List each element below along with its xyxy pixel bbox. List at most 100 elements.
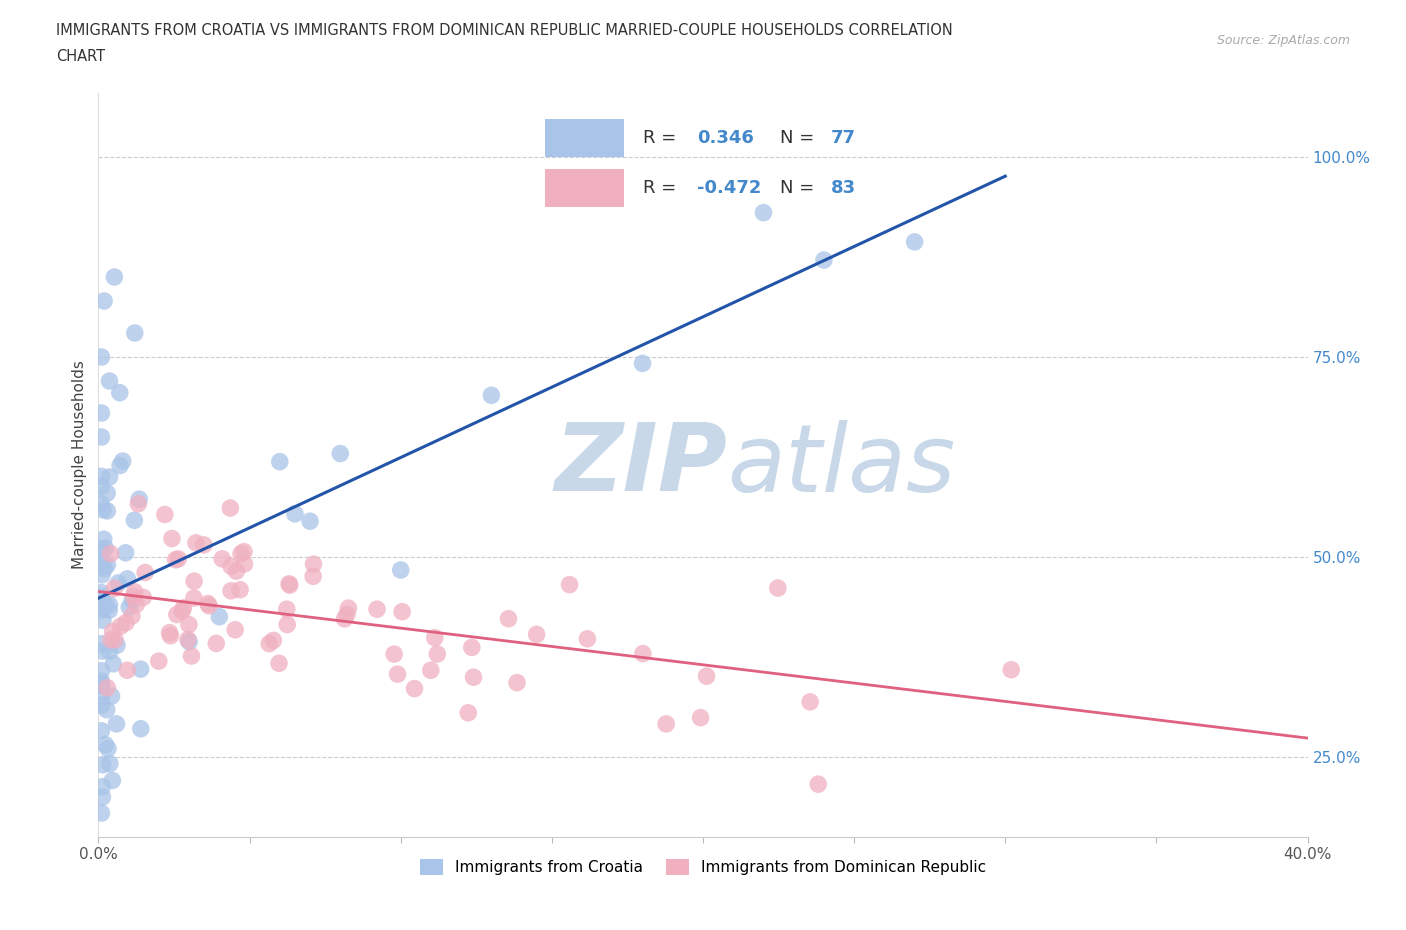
Point [229, 582, 252, 597]
Text: Source: ZipAtlas.com: Source: ZipAtlas.com [1216, 34, 1350, 47]
Point [91, 502, 114, 517]
Legend: Immigrants from Croatia, Immigrants from Dominican Republic: Immigrants from Croatia, Immigrants from… [413, 853, 993, 882]
Point [96, 681, 118, 696]
Point [219, 559, 242, 574]
Point [457, 705, 479, 720]
Point [526, 627, 548, 642]
Point [115, 663, 138, 678]
Point [302, 557, 325, 572]
Text: CHART: CHART [56, 49, 105, 64]
Point [267, 656, 290, 671]
Point [90, 497, 112, 512]
Point [302, 569, 325, 584]
Point [219, 583, 242, 598]
Point [233, 556, 256, 571]
Point [631, 646, 654, 661]
Point [366, 602, 388, 617]
Point [90, 585, 112, 600]
Text: atlas: atlas [727, 419, 956, 511]
Point [179, 634, 201, 649]
Point [91, 779, 114, 794]
Point [114, 545, 136, 560]
Point [463, 670, 485, 684]
Point [96, 702, 118, 717]
Point [225, 564, 247, 578]
Point [257, 636, 280, 651]
Y-axis label: Married-couple Households: Married-couple Households [72, 361, 87, 569]
Point [180, 648, 202, 663]
Point [391, 604, 413, 619]
Point [103, 657, 125, 671]
Point [101, 624, 124, 639]
Point [100, 632, 122, 647]
Point [93, 562, 115, 577]
Point [90, 469, 112, 484]
Point [333, 611, 356, 626]
Point [105, 716, 128, 731]
Point [90, 805, 112, 820]
Point [125, 597, 148, 612]
Point [132, 590, 155, 604]
Point [90, 590, 112, 604]
Point [159, 625, 181, 640]
Point [90, 690, 112, 705]
Point [108, 385, 131, 400]
Point [93, 532, 115, 547]
Point [90, 551, 112, 566]
Point [91, 644, 114, 658]
Point [506, 675, 529, 690]
Point [98, 603, 121, 618]
Point [96, 485, 118, 500]
Point [426, 646, 449, 661]
Point [167, 551, 190, 566]
Point [98, 644, 121, 658]
Point [689, 711, 711, 725]
Point [193, 538, 215, 552]
Point [183, 591, 205, 605]
Point [129, 661, 152, 676]
Point [576, 631, 599, 646]
Point [90, 698, 112, 712]
Point [166, 607, 188, 622]
Point [103, 270, 125, 285]
Point [160, 531, 183, 546]
Point [115, 616, 138, 631]
Point [423, 631, 446, 645]
Point [205, 636, 228, 651]
Point [631, 356, 654, 371]
Point [97, 741, 120, 756]
Point [108, 458, 131, 473]
Point [219, 500, 242, 515]
Point [224, 622, 246, 637]
Point [558, 578, 581, 592]
Point [159, 629, 181, 644]
Point [198, 598, 221, 613]
Point [389, 563, 412, 578]
Point [124, 584, 146, 599]
Point [153, 507, 176, 522]
Point [766, 580, 789, 595]
Point [165, 552, 187, 567]
Point [177, 632, 200, 647]
Point [329, 446, 352, 461]
Point [118, 600, 141, 615]
Point [1000, 662, 1022, 677]
Point [94, 540, 117, 555]
Point [1327, 679, 1350, 694]
Point [197, 596, 219, 611]
Point [183, 574, 205, 589]
Point [90, 636, 112, 651]
Point [91, 757, 114, 772]
Point [91, 558, 114, 573]
Point [91, 790, 114, 804]
Point [752, 206, 775, 220]
Point [124, 512, 146, 527]
Point [229, 546, 252, 561]
Point [110, 618, 132, 633]
Point [93, 599, 115, 614]
Point [122, 589, 145, 604]
Text: IMMIGRANTS FROM CROATIA VS IMMIGRANTS FROM DOMINICAN REPUBLIC MARRIED-COUPLE HOU: IMMIGRANTS FROM CROATIA VS IMMIGRANTS FR… [56, 23, 953, 38]
Point [387, 667, 409, 682]
Point [276, 618, 298, 632]
Point [96, 557, 118, 572]
